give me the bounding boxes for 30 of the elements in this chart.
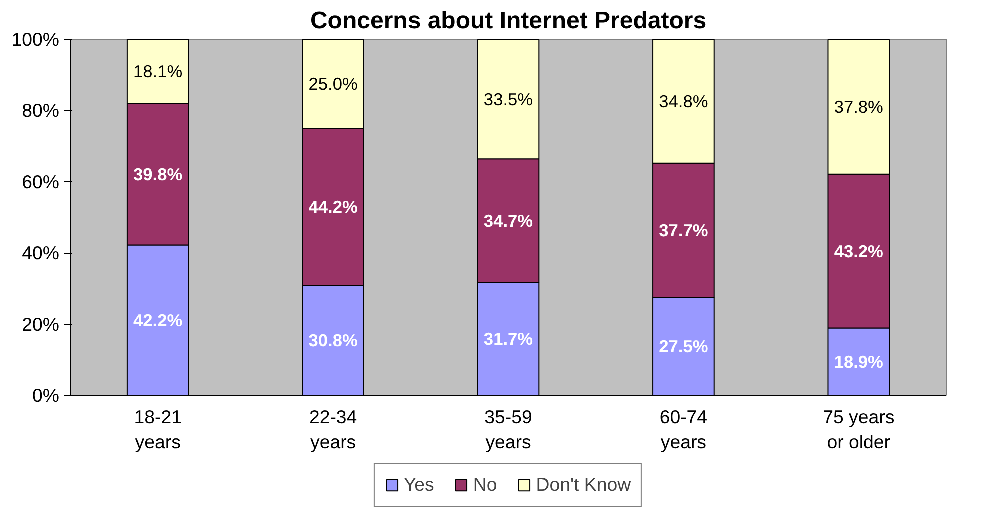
- chart-title: Concerns about Internet Predators: [310, 8, 707, 34]
- legend-label: No: [473, 474, 498, 496]
- data-label: 27.5%: [659, 336, 708, 357]
- y-tick-label: 60%: [22, 171, 60, 192]
- y-tick-label: 100%: [12, 29, 60, 50]
- x-tick-label: 75 years or older: [823, 406, 895, 453]
- data-label: 18.1%: [134, 61, 183, 82]
- data-label: 44.2%: [308, 197, 358, 218]
- legend-label: Yes: [404, 474, 434, 496]
- data-label: 31.7%: [484, 329, 534, 350]
- data-label: 18.9%: [834, 352, 884, 372]
- y-tick-label: 40%: [22, 242, 60, 264]
- data-label: 34.7%: [484, 210, 534, 231]
- x-tick-label: 35-59 years: [484, 406, 532, 453]
- data-label: 43.2%: [834, 241, 884, 262]
- y-tick-label: 0%: [32, 385, 60, 406]
- data-label: 37.8%: [834, 97, 884, 118]
- legend-label: Don't Know: [536, 474, 632, 496]
- x-tick-label: 60-74 years: [660, 406, 708, 453]
- y-tick-label: 80%: [22, 100, 60, 122]
- x-tick-label: 22-34 years: [309, 406, 358, 453]
- data-label: 34.8%: [659, 91, 708, 112]
- y-tick-label: 20%: [22, 314, 60, 335]
- x-tick-label: 18-21 years: [134, 406, 182, 453]
- data-label: 33.5%: [484, 89, 534, 110]
- data-label: 39.8%: [134, 164, 183, 184]
- data-label: 30.8%: [308, 330, 358, 351]
- data-label: 37.7%: [659, 220, 708, 240]
- data-label: 25.0%: [308, 74, 358, 94]
- data-label: 42.2%: [134, 310, 183, 330]
